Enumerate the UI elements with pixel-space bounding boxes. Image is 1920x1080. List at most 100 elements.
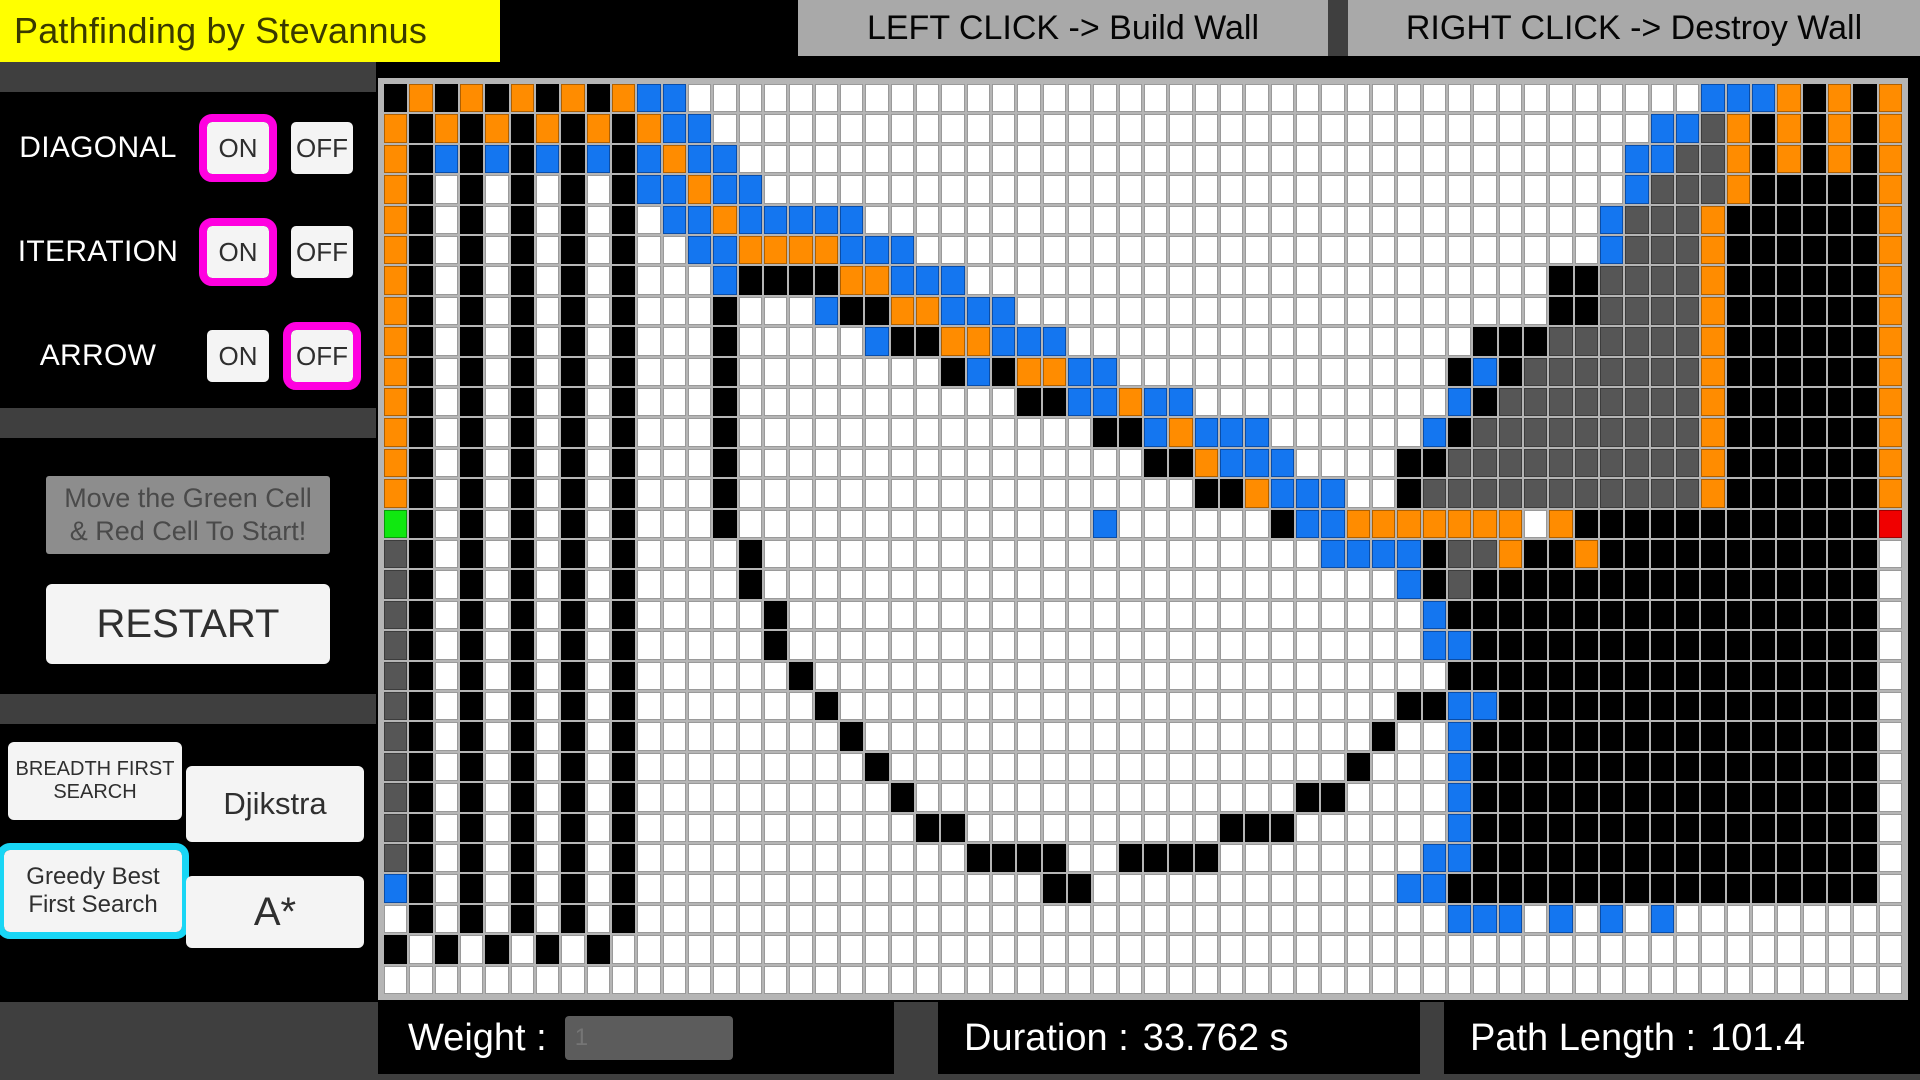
cell-empty[interactable] xyxy=(662,296,686,326)
cell-empty[interactable] xyxy=(1194,631,1218,660)
restart-button[interactable]: RESTART xyxy=(46,584,330,664)
cell-wall[interactable] xyxy=(561,387,585,417)
cell-empty[interactable] xyxy=(1017,904,1041,934)
cell-empty[interactable] xyxy=(662,418,686,447)
cell-wall[interactable] xyxy=(1853,84,1877,113)
cell-empty[interactable] xyxy=(1270,235,1294,265)
cell-path[interactable] xyxy=(1448,783,1472,812)
cell-wall[interactable] xyxy=(612,479,636,508)
cell-empty[interactable] xyxy=(1448,144,1472,174)
cell-empty[interactable] xyxy=(941,631,965,660)
cell-closed[interactable] xyxy=(1549,387,1573,417)
cell-empty[interactable] xyxy=(1118,965,1142,994)
cell-empty[interactable] xyxy=(662,539,686,569)
cell-empty[interactable] xyxy=(1346,874,1370,903)
cell-empty[interactable] xyxy=(536,266,560,295)
cell-wall[interactable] xyxy=(1574,631,1598,660)
cell-empty[interactable] xyxy=(1169,509,1193,538)
cell-empty[interactable] xyxy=(1093,631,1117,660)
cell-wall[interactable] xyxy=(1524,570,1548,599)
cell-empty[interactable] xyxy=(1524,965,1548,994)
cell-empty[interactable] xyxy=(485,418,509,447)
cell-empty[interactable] xyxy=(536,205,560,234)
cell-wall[interactable] xyxy=(1270,813,1294,842)
cell-wall[interactable] xyxy=(460,661,484,690)
cell-empty[interactable] xyxy=(1017,600,1041,630)
cell-wall[interactable] xyxy=(612,448,636,478)
cell-empty[interactable] xyxy=(662,661,686,690)
cell-empty[interactable] xyxy=(1093,965,1117,994)
cell-empty[interactable] xyxy=(789,813,813,842)
cell-empty[interactable] xyxy=(662,235,686,265)
cell-wall[interactable] xyxy=(1498,722,1522,751)
cell-wall[interactable] xyxy=(1600,600,1624,630)
cell-wall[interactable] xyxy=(612,904,636,934)
cell-empty[interactable] xyxy=(814,874,838,903)
cell-empty[interactable] xyxy=(1194,570,1218,599)
cell-empty[interactable] xyxy=(384,965,408,994)
cell-wall[interactable] xyxy=(1802,144,1826,174)
cell-wall[interactable] xyxy=(1498,783,1522,812)
cell-wall[interactable] xyxy=(1802,631,1826,660)
cell-wall[interactable] xyxy=(460,418,484,447)
cell-wall[interactable] xyxy=(1752,448,1776,478)
cell-empty[interactable] xyxy=(485,570,509,599)
cell-empty[interactable] xyxy=(688,722,712,751)
cell-empty[interactable] xyxy=(1169,570,1193,599)
cell-empty[interactable] xyxy=(1777,965,1801,994)
cell-wall[interactable] xyxy=(1676,509,1700,538)
cell-wall[interactable] xyxy=(409,144,433,174)
cell-open[interactable] xyxy=(1017,357,1041,386)
cell-wall[interactable] xyxy=(409,175,433,204)
cell-wall[interactable] xyxy=(789,661,813,690)
cell-wall[interactable] xyxy=(1397,691,1421,721)
cell-empty[interactable] xyxy=(434,448,458,478)
cell-wall[interactable] xyxy=(1777,205,1801,234)
cell-empty[interactable] xyxy=(1346,965,1370,994)
cell-wall[interactable] xyxy=(510,357,534,386)
cell-empty[interactable] xyxy=(966,539,990,569)
cell-empty[interactable] xyxy=(1296,813,1320,842)
cell-wall[interactable] xyxy=(1549,570,1573,599)
cell-empty[interactable] xyxy=(890,843,914,873)
cell-empty[interactable] xyxy=(1701,965,1725,994)
cell-wall[interactable] xyxy=(460,600,484,630)
cell-empty[interactable] xyxy=(1169,235,1193,265)
cell-empty[interactable] xyxy=(1118,539,1142,569)
cell-closed[interactable] xyxy=(1448,479,1472,508)
cell-empty[interactable] xyxy=(916,235,940,265)
cell-wall[interactable] xyxy=(1777,448,1801,478)
cell-empty[interactable] xyxy=(865,600,889,630)
cell-empty[interactable] xyxy=(1346,843,1370,873)
cell-wall[interactable] xyxy=(1144,843,1168,873)
cell-empty[interactable] xyxy=(941,965,965,994)
cell-wall[interactable] xyxy=(1422,570,1446,599)
cell-path[interactable] xyxy=(1726,84,1750,113)
cell-wall[interactable] xyxy=(460,904,484,934)
cell-empty[interactable] xyxy=(1194,509,1218,538)
cell-wall[interactable] xyxy=(1042,387,1066,417)
cell-empty[interactable] xyxy=(1245,387,1269,417)
cell-empty[interactable] xyxy=(1346,722,1370,751)
cell-empty[interactable] xyxy=(1220,387,1244,417)
cell-path[interactable] xyxy=(1600,235,1624,265)
cell-open[interactable] xyxy=(1878,235,1902,265)
cell-empty[interactable] xyxy=(738,84,762,113)
cell-empty[interactable] xyxy=(1321,357,1345,386)
cell-wall[interactable] xyxy=(1650,691,1674,721)
cell-empty[interactable] xyxy=(1068,479,1092,508)
cell-wall[interactable] xyxy=(612,813,636,842)
cell-wall[interactable] xyxy=(1853,570,1877,599)
cell-empty[interactable] xyxy=(1220,357,1244,386)
cell-empty[interactable] xyxy=(890,904,914,934)
cell-closed[interactable] xyxy=(1701,114,1725,143)
cell-empty[interactable] xyxy=(1372,327,1396,356)
cell-wall[interactable] xyxy=(1853,296,1877,326)
cell-wall[interactable] xyxy=(510,813,534,842)
cell-empty[interactable] xyxy=(1726,904,1750,934)
cell-empty[interactable] xyxy=(1194,965,1218,994)
cell-empty[interactable] xyxy=(1270,84,1294,113)
cell-wall[interactable] xyxy=(1752,600,1776,630)
cell-empty[interactable] xyxy=(865,357,889,386)
cell-open[interactable] xyxy=(384,448,408,478)
